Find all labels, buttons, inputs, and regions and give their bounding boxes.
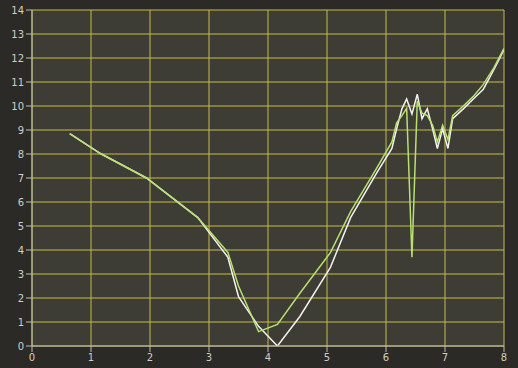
svg-text:0: 0 — [18, 341, 24, 352]
svg-text:3: 3 — [206, 352, 212, 363]
svg-text:9: 9 — [18, 125, 24, 136]
svg-text:7: 7 — [18, 173, 24, 184]
svg-text:0: 0 — [29, 352, 35, 363]
svg-text:13: 13 — [11, 29, 24, 40]
svg-text:6: 6 — [18, 197, 24, 208]
svg-text:2: 2 — [147, 352, 153, 363]
svg-text:1: 1 — [88, 352, 94, 363]
svg-text:8: 8 — [501, 352, 507, 363]
svg-text:6: 6 — [383, 352, 389, 363]
svg-text:5: 5 — [18, 221, 24, 232]
svg-text:4: 4 — [265, 352, 271, 363]
svg-text:14: 14 — [11, 5, 24, 16]
svg-text:11: 11 — [11, 77, 24, 88]
svg-text:4: 4 — [18, 245, 24, 256]
svg-text:7: 7 — [442, 352, 448, 363]
svg-text:5: 5 — [324, 352, 330, 363]
svg-text:8: 8 — [18, 149, 24, 160]
svg-text:10: 10 — [11, 101, 24, 112]
svg-text:3: 3 — [18, 269, 24, 280]
svg-text:1: 1 — [18, 317, 24, 328]
svg-text:2: 2 — [18, 293, 24, 304]
svg-text:12: 12 — [11, 53, 24, 64]
